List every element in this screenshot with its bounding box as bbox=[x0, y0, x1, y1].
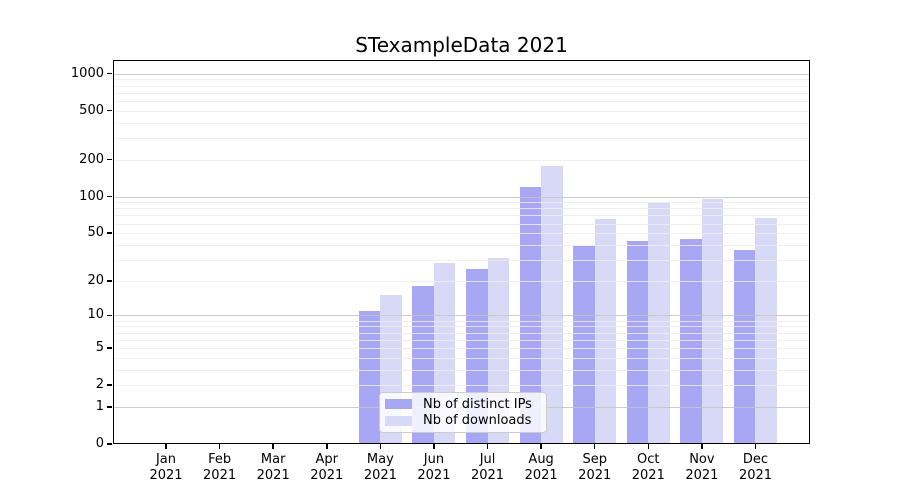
bar-nb-of-distinct-ips-nov-2021 bbox=[680, 238, 702, 444]
x-axis-tick bbox=[754, 444, 757, 449]
x-tick-label: Jun 2021 bbox=[417, 452, 451, 483]
grid-minor-line bbox=[113, 159, 810, 161]
grid-minor-line bbox=[113, 369, 810, 371]
grid-minor-line bbox=[113, 385, 810, 387]
bar-nb-of-downloads-oct-2021 bbox=[648, 202, 670, 444]
x-axis-tick bbox=[433, 444, 435, 449]
grid-minor-line bbox=[113, 347, 810, 349]
grid-minor-line bbox=[113, 92, 810, 94]
y-tick-label: 500 bbox=[79, 102, 104, 118]
y-axis-tick bbox=[107, 195, 112, 198]
y-axis-tick bbox=[107, 443, 112, 445]
y-axis-tick bbox=[107, 384, 112, 386]
grid-minor-line bbox=[113, 357, 810, 359]
grid-minor-line bbox=[113, 244, 810, 246]
bar-nb-of-distinct-ips-may-2021 bbox=[358, 310, 381, 444]
y-axis-tick bbox=[107, 280, 112, 282]
legend-entry-distinct-ips: Nb of distinct IPs bbox=[385, 397, 540, 412]
x-tick-label: Apr 2021 bbox=[310, 452, 344, 483]
grid-major-line bbox=[113, 73, 810, 75]
grid-minor-line bbox=[113, 122, 810, 124]
grid-minor-line bbox=[113, 208, 810, 210]
x-tick-label: Mar 2021 bbox=[256, 452, 290, 483]
grid-minor-line bbox=[113, 233, 810, 235]
y-tick-label: 0 bbox=[95, 436, 104, 451]
x-tick-label: Oct 2021 bbox=[631, 452, 665, 483]
plot-area bbox=[113, 60, 810, 444]
y-axis-tick bbox=[107, 406, 112, 408]
x-axis-tick bbox=[647, 444, 650, 449]
legend-label-distinct-ips: Nb of distinct IPs bbox=[423, 396, 532, 412]
bar-nb-of-downloads-dec-2021 bbox=[755, 217, 777, 444]
x-axis-tick bbox=[218, 444, 221, 449]
grid-minor-line bbox=[113, 215, 810, 217]
grid-minor-line bbox=[113, 259, 810, 261]
legend-swatch-distinct-ips bbox=[385, 399, 412, 410]
y-tick-label: 100 bbox=[79, 188, 104, 204]
legend: Nb of distinct IPs Nb of downloads bbox=[379, 392, 547, 433]
grid-minor-line bbox=[113, 110, 810, 112]
bar-nb-of-distinct-ips-dec-2021 bbox=[733, 250, 756, 444]
grid-minor-line bbox=[113, 223, 810, 225]
x-axis-tick bbox=[701, 444, 703, 449]
x-axis-tick bbox=[165, 444, 167, 449]
x-tick-label: Feb 2021 bbox=[203, 452, 237, 483]
y-tick-label: 1 bbox=[95, 398, 104, 414]
grid-minor-line bbox=[113, 100, 810, 102]
x-tick-label: Sep 2021 bbox=[578, 452, 612, 483]
y-axis-tick bbox=[107, 314, 112, 317]
grid-minor-line bbox=[113, 202, 810, 204]
x-tick-label: Dec 2021 bbox=[738, 452, 773, 483]
x-tick-label: May 2021 bbox=[363, 452, 397, 483]
legend-entry-downloads: Nb of downloads bbox=[385, 413, 540, 428]
grid-minor-line bbox=[113, 280, 810, 282]
y-tick-label: 2 bbox=[95, 377, 104, 393]
x-tick-label: Jul 2021 bbox=[470, 452, 505, 483]
x-axis-tick bbox=[540, 444, 542, 449]
bar-nb-of-downloads-aug-2021 bbox=[541, 165, 563, 444]
bar-nb-of-distinct-ips-oct-2021 bbox=[626, 241, 649, 444]
grid-minor-line bbox=[113, 326, 810, 328]
y-axis-tick bbox=[107, 347, 112, 349]
legend-label-downloads: Nb of downloads bbox=[423, 413, 532, 429]
grid-major-line bbox=[113, 196, 810, 198]
y-axis-tick bbox=[107, 232, 112, 234]
y-axis-tick bbox=[107, 72, 112, 75]
legend-swatch-downloads bbox=[385, 415, 412, 426]
y-tick-label: 5 bbox=[95, 339, 104, 355]
bar-nb-of-distinct-ips-sep-2021 bbox=[573, 246, 595, 444]
chart-title: STexampleData 2021 bbox=[355, 33, 568, 57]
grid-minor-line bbox=[113, 332, 810, 334]
grid-major-line bbox=[113, 315, 810, 317]
x-axis-tick bbox=[379, 444, 382, 449]
y-axis-tick bbox=[107, 158, 112, 161]
y-tick-label: 200 bbox=[79, 151, 104, 167]
x-axis-tick bbox=[272, 444, 274, 449]
grid-minor-line bbox=[113, 79, 810, 81]
x-tick-label: Nov 2021 bbox=[685, 452, 719, 483]
x-axis-tick bbox=[326, 444, 328, 449]
y-axis-tick bbox=[107, 109, 112, 112]
x-axis-tick bbox=[486, 444, 489, 449]
x-tick-label: Jan 2021 bbox=[149, 452, 183, 483]
grid-minor-line bbox=[113, 339, 810, 341]
grid-minor-line bbox=[113, 85, 810, 87]
y-tick-label: 20 bbox=[87, 272, 104, 288]
x-tick-label: Aug 2021 bbox=[524, 452, 558, 483]
y-tick-label: 50 bbox=[87, 225, 104, 241]
y-tick-label: 1000 bbox=[70, 65, 104, 81]
grid-minor-line bbox=[113, 320, 810, 322]
x-axis-tick bbox=[593, 444, 596, 449]
y-tick-label: 10 bbox=[87, 307, 104, 323]
bar-nb-of-downloads-sep-2021 bbox=[594, 219, 617, 444]
grid-minor-line bbox=[113, 137, 810, 139]
